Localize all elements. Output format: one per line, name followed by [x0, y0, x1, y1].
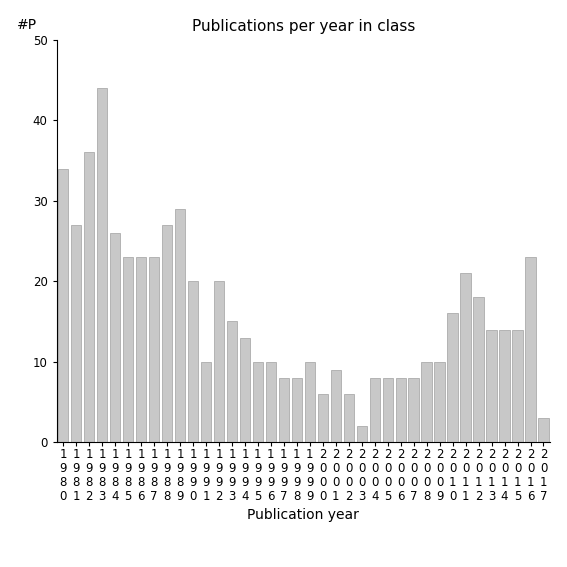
Bar — [291, 378, 302, 442]
Bar — [331, 370, 341, 442]
Bar — [188, 281, 198, 442]
Bar — [58, 168, 69, 442]
Bar — [162, 225, 172, 442]
Bar — [266, 362, 276, 442]
Bar — [421, 362, 432, 442]
Bar — [227, 321, 237, 442]
Bar — [123, 257, 133, 442]
Bar — [318, 394, 328, 442]
Bar — [473, 297, 484, 442]
Bar — [110, 233, 120, 442]
Bar — [357, 426, 367, 442]
Bar — [278, 378, 289, 442]
Bar — [500, 329, 510, 442]
Text: #P: #P — [17, 18, 37, 32]
Bar — [370, 378, 380, 442]
Bar — [538, 418, 549, 442]
Bar — [396, 378, 406, 442]
Bar — [214, 281, 224, 442]
Bar — [513, 329, 523, 442]
Bar — [97, 88, 107, 442]
Bar — [149, 257, 159, 442]
Bar — [486, 329, 497, 442]
Bar — [201, 362, 211, 442]
Bar — [304, 362, 315, 442]
Bar — [434, 362, 445, 442]
Bar — [175, 209, 185, 442]
Bar — [447, 314, 458, 442]
Bar — [344, 394, 354, 442]
Bar — [71, 225, 82, 442]
Bar — [460, 273, 471, 442]
Bar — [383, 378, 393, 442]
Bar — [253, 362, 263, 442]
Bar — [525, 257, 536, 442]
Bar — [408, 378, 419, 442]
Title: Publications per year in class: Publications per year in class — [192, 19, 415, 35]
Bar — [84, 153, 94, 442]
X-axis label: Publication year: Publication year — [247, 509, 359, 522]
Bar — [240, 337, 250, 442]
Bar — [136, 257, 146, 442]
